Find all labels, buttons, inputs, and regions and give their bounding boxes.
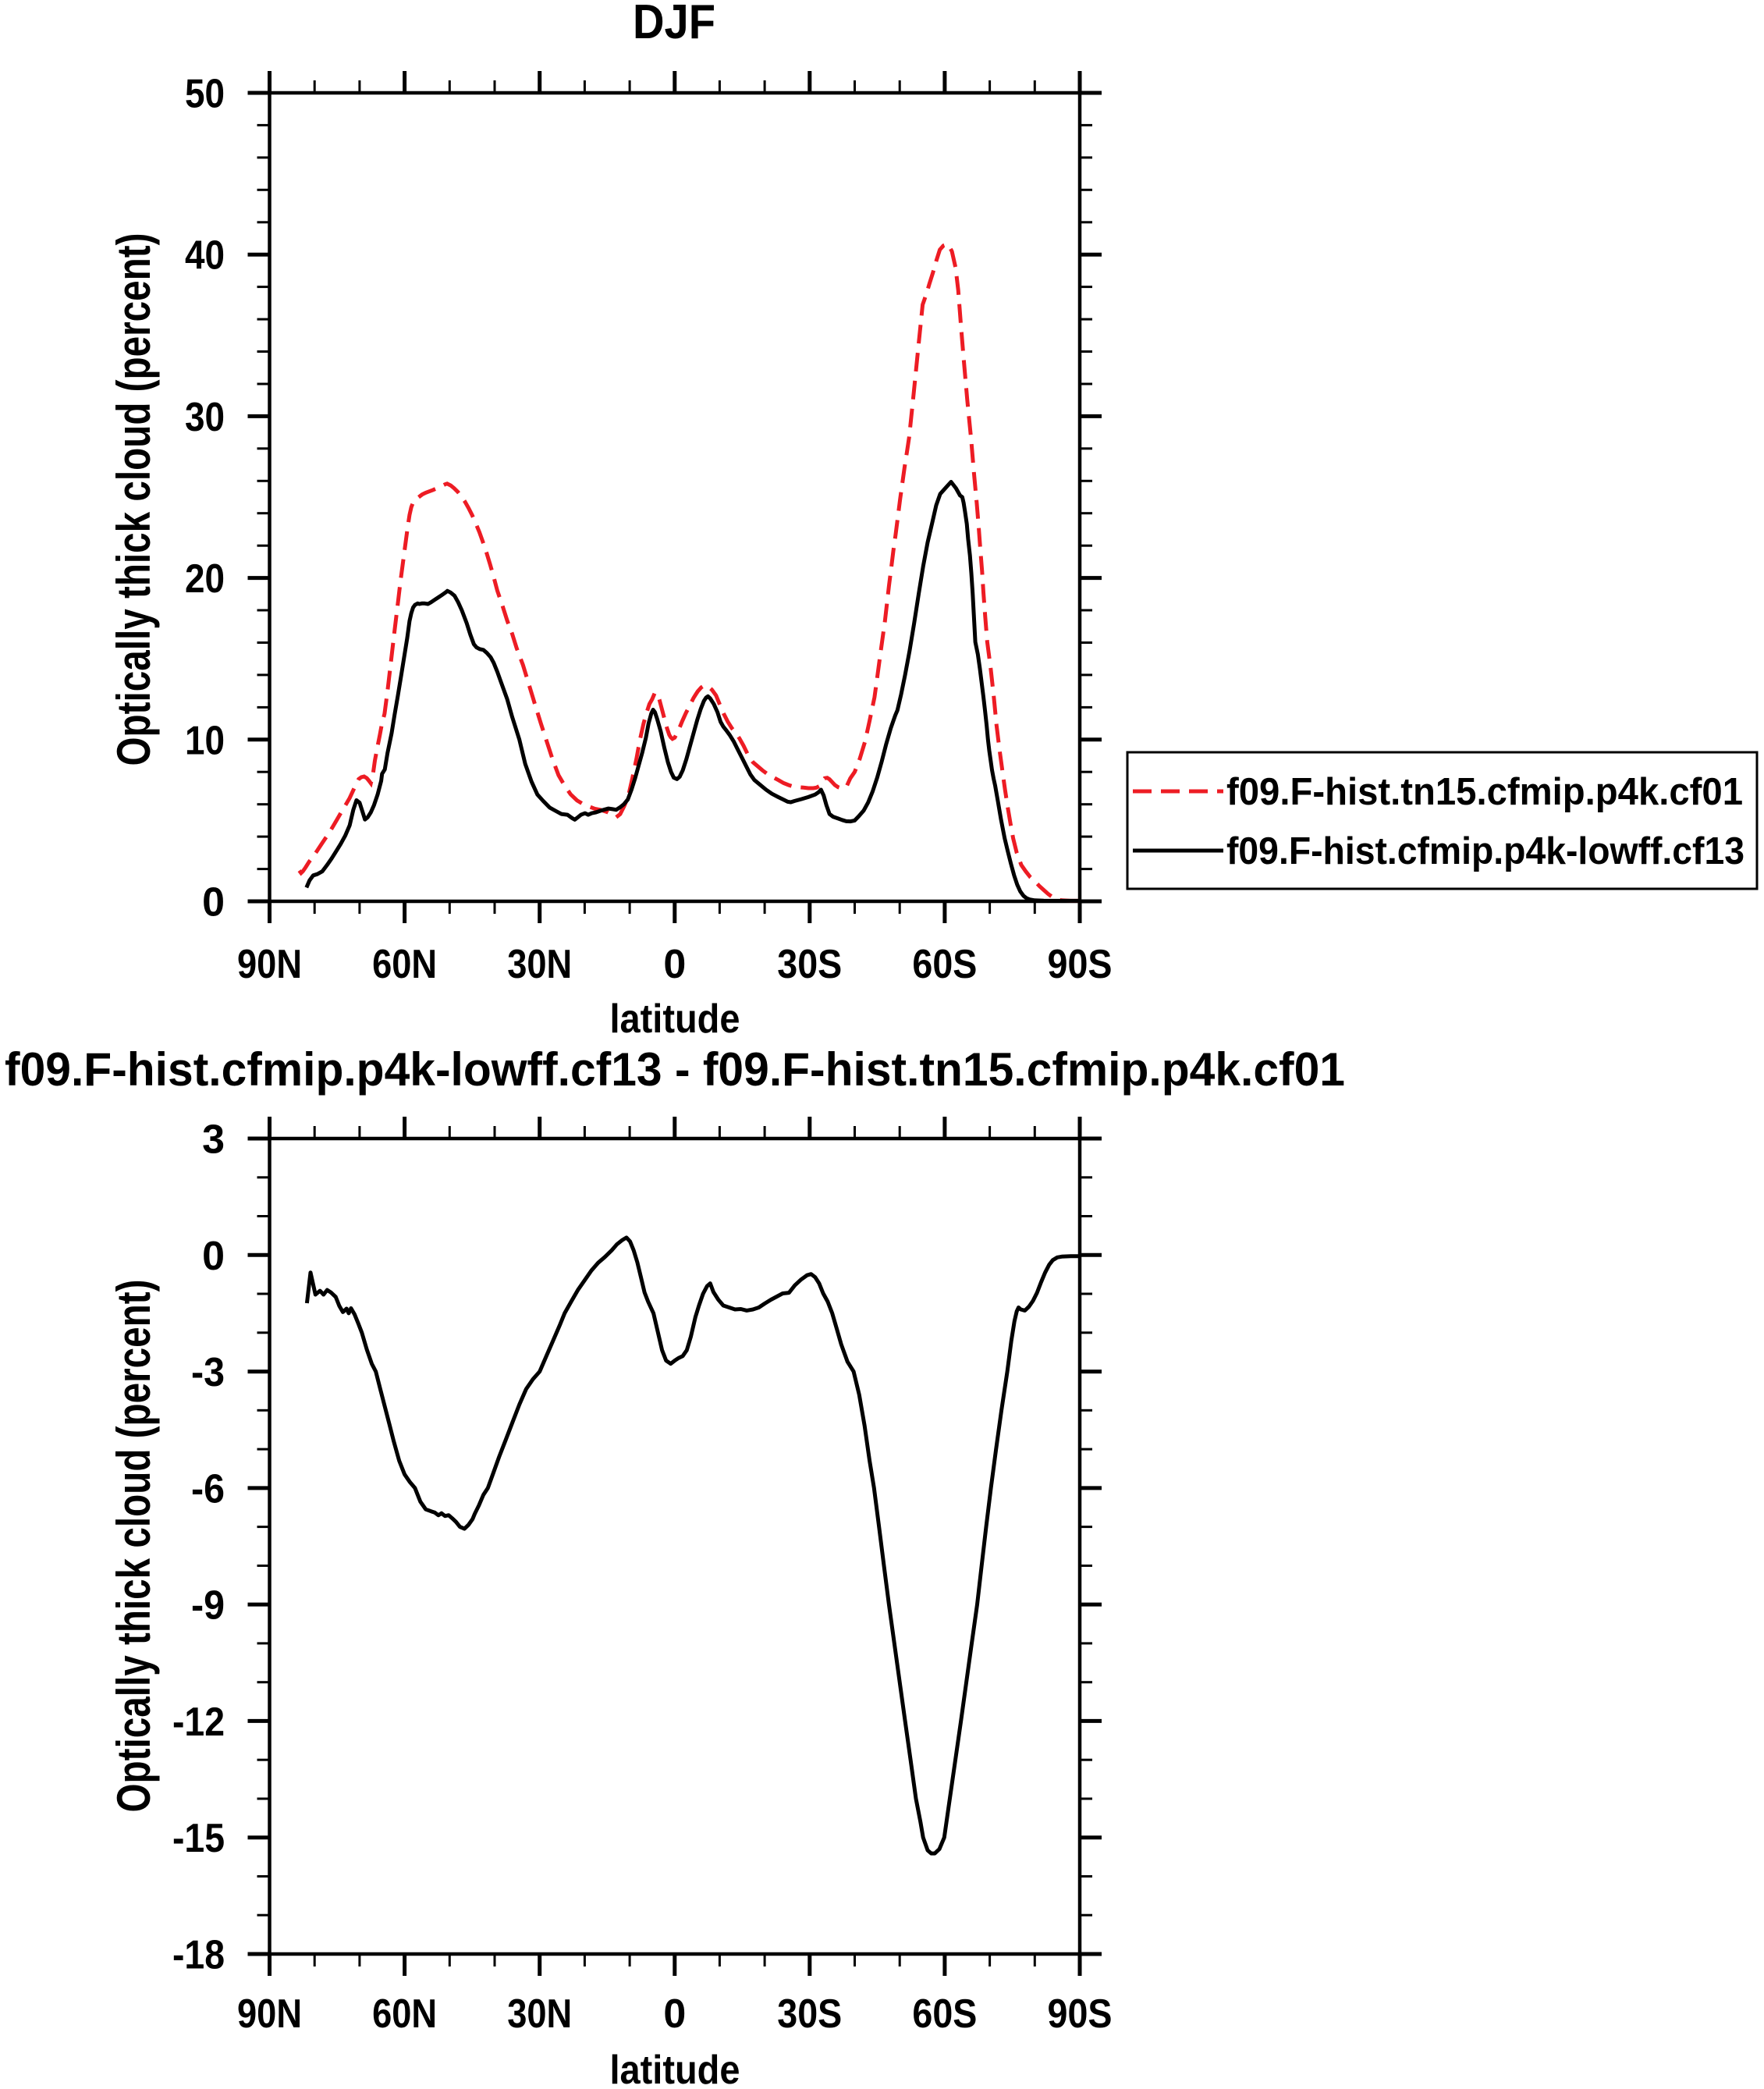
svg-text:50: 50: [185, 72, 225, 117]
svg-text:10: 10: [185, 718, 225, 763]
svg-text:40: 40: [185, 233, 225, 279]
svg-text:30S: 30S: [777, 942, 842, 987]
svg-text:DJF: DJF: [633, 0, 715, 49]
svg-text:60N: 60N: [372, 1991, 437, 2037]
svg-text:f09.F-hist.tn15.cfmip.p4k.cf01: f09.F-hist.tn15.cfmip.p4k.cf01: [1226, 771, 1743, 813]
svg-text:3: 3: [202, 1117, 225, 1163]
svg-text:Optically thick cloud (percent: Optically thick cloud (percent): [108, 1280, 160, 1813]
svg-text:30: 30: [185, 395, 225, 440]
svg-text:-6: -6: [191, 1466, 225, 1512]
svg-text:60S: 60S: [912, 942, 977, 987]
svg-text:-3: -3: [191, 1350, 225, 1395]
svg-text:f09.F-hist.cfmip.p4k-lowff.cf1: f09.F-hist.cfmip.p4k-lowff.cf13 - f09.F-…: [5, 1043, 1345, 1096]
svg-text:0: 0: [663, 942, 686, 987]
svg-text:30N: 30N: [507, 942, 572, 987]
svg-text:30S: 30S: [777, 1991, 842, 2037]
svg-text:0: 0: [663, 1991, 686, 2037]
svg-text:latitude: latitude: [610, 997, 740, 1042]
svg-text:60S: 60S: [912, 1991, 977, 2037]
svg-text:latitude: latitude: [610, 2048, 740, 2085]
svg-text:90N: 90N: [237, 942, 302, 987]
svg-text:0: 0: [202, 880, 225, 925]
svg-text:90S: 90S: [1048, 1991, 1113, 2037]
svg-text:-9: -9: [191, 1583, 225, 1629]
svg-text:30N: 30N: [507, 1991, 572, 2037]
svg-text:90N: 90N: [237, 1991, 302, 2037]
svg-text:0: 0: [202, 1234, 225, 1279]
svg-text:90S: 90S: [1048, 942, 1113, 987]
svg-text:20: 20: [185, 556, 225, 602]
svg-text:-15: -15: [172, 1816, 225, 1861]
svg-text:-18: -18: [172, 1933, 225, 1978]
svg-text:f09.F-hist.cfmip.p4k-lowff.cf1: f09.F-hist.cfmip.p4k-lowff.cf13: [1226, 830, 1744, 872]
svg-text:Optically thick cloud (percent: Optically thick cloud (percent): [108, 233, 160, 766]
svg-text:-12: -12: [172, 1700, 225, 1745]
svg-text:60N: 60N: [372, 942, 437, 987]
